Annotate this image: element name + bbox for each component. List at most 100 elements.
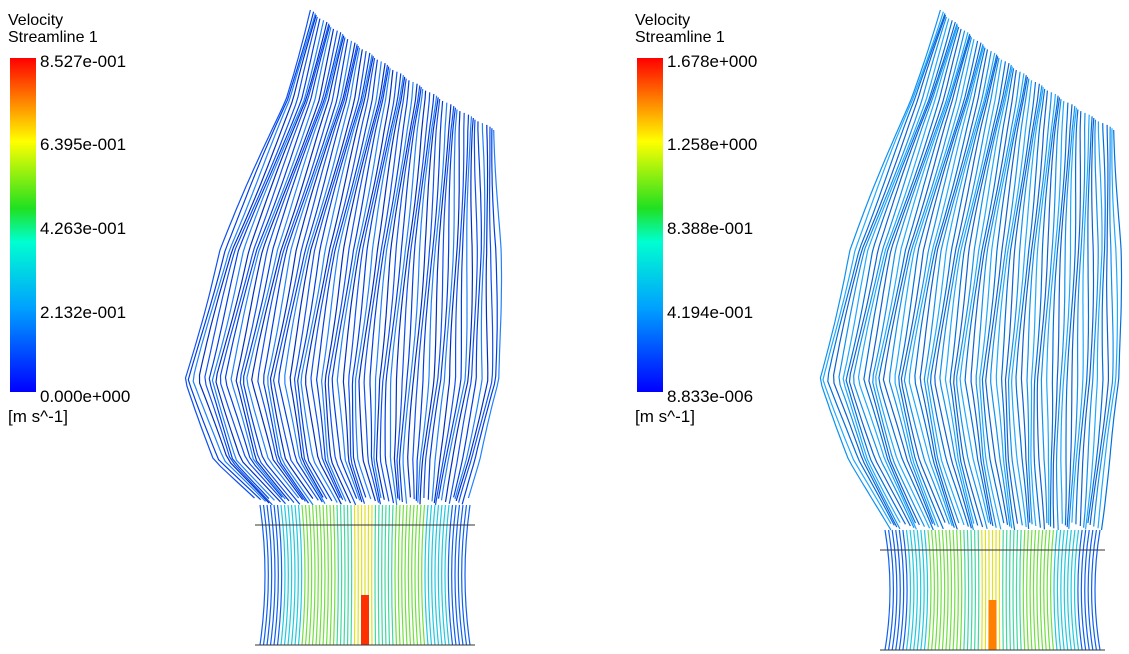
- streamline: [378, 505, 379, 645]
- streamline: [1010, 530, 1011, 650]
- streamline: [462, 505, 467, 645]
- streamline: [1095, 530, 1100, 650]
- streamline: [942, 530, 944, 650]
- streamline: [418, 505, 421, 645]
- streamline: [978, 530, 979, 650]
- streamline: [351, 505, 352, 645]
- streamline: [200, 15, 317, 503]
- streamline: [316, 505, 318, 645]
- legend-label: 1.258e+000: [667, 135, 757, 154]
- streamline: [1044, 530, 1047, 650]
- streamline: [299, 505, 302, 645]
- streamline: [388, 505, 389, 645]
- legend-label: 8.527e-001: [40, 52, 126, 71]
- legend-label: 0.000e+000: [40, 387, 130, 406]
- streamline: [1013, 530, 1014, 650]
- streamline: [1020, 530, 1021, 650]
- streamline: [327, 505, 329, 645]
- streamline: [964, 530, 965, 650]
- streamline: [989, 600, 997, 650]
- streamline: [267, 505, 272, 645]
- streamline: [924, 530, 927, 650]
- streamline: [337, 505, 338, 645]
- legend-label: 6.395e-001: [40, 135, 126, 154]
- streamline: [348, 505, 349, 645]
- streamline: [1092, 530, 1097, 650]
- legend-subtitle: Streamline 1: [635, 29, 725, 46]
- legend-label: 1.678e+000: [667, 52, 757, 71]
- streamline: [428, 505, 431, 645]
- legend-unit: [m s^-1]: [635, 407, 695, 426]
- streamline: [398, 505, 400, 645]
- streamline: [1023, 530, 1025, 650]
- streamline: [1054, 530, 1057, 650]
- streamline: [306, 505, 309, 645]
- color-bar: [10, 58, 36, 392]
- streamline: [1034, 530, 1036, 650]
- streamline: [313, 505, 316, 645]
- streamline: [1003, 530, 1004, 650]
- streamline: [946, 530, 948, 650]
- streamline: [957, 530, 959, 650]
- streamline: [395, 505, 397, 645]
- legend-label: 4.263e-001: [40, 219, 126, 238]
- legend-unit: [m s^-1]: [8, 407, 68, 426]
- streamline: [385, 505, 386, 645]
- streamline: [341, 505, 342, 645]
- streamline: [939, 530, 942, 650]
- streamline: [356, 75, 404, 499]
- streamline: [1030, 530, 1032, 650]
- streamline: [1040, 530, 1042, 650]
- streamline: [392, 505, 393, 645]
- streamline: [960, 67, 1012, 523]
- streamline: [1088, 123, 1105, 523]
- legend-title: Velocity: [635, 12, 690, 29]
- legend-subtitle: Streamline 1: [8, 29, 98, 46]
- streamline: [264, 505, 269, 645]
- streamline: [953, 530, 955, 650]
- streamline: [971, 530, 972, 650]
- streamline: [344, 505, 345, 645]
- streamline: [330, 505, 332, 645]
- legend: Velocity Streamline 1 8.527e-001 6.395e-…: [8, 12, 130, 426]
- legend-label: 8.833e-006: [667, 387, 753, 406]
- legend-label: 8.388e-001: [667, 219, 753, 238]
- streamline: [465, 505, 470, 645]
- streamline: [334, 505, 336, 645]
- legend-title: Velocity: [8, 12, 63, 29]
- streamline: [375, 505, 376, 645]
- streamline: [1057, 530, 1060, 650]
- streamline: [422, 505, 425, 645]
- streamline: [935, 530, 938, 650]
- streamline: [975, 530, 976, 650]
- streamline: [408, 505, 410, 645]
- streamline: [1051, 530, 1054, 650]
- streamline: [361, 595, 369, 645]
- streamline: [1027, 530, 1029, 650]
- streamline: [828, 13, 945, 525]
- streamline: [425, 505, 428, 645]
- streamline: [302, 505, 305, 645]
- streamline: [950, 530, 952, 650]
- streamline: [1006, 530, 1007, 650]
- streamline: [355, 505, 356, 645]
- legend-label: 4.194e-001: [667, 303, 753, 322]
- streamline: [954, 63, 1009, 527]
- streamline: [928, 530, 931, 650]
- color-bar: [637, 58, 663, 392]
- streamline: [309, 505, 312, 645]
- streamline: [932, 530, 935, 650]
- streamline: [402, 505, 404, 645]
- streamline: [323, 505, 325, 645]
- streamline: [1047, 530, 1050, 650]
- streamline: [1094, 127, 1113, 527]
- streamline: [415, 505, 418, 645]
- streamline: [382, 505, 383, 645]
- streamline: [416, 101, 442, 501]
- streamline: [960, 530, 962, 650]
- legend-label: 2.132e-001: [40, 303, 126, 322]
- streamline: [889, 530, 894, 650]
- streamline: [1037, 530, 1039, 650]
- streamline: [458, 505, 463, 645]
- streamline: [320, 505, 322, 645]
